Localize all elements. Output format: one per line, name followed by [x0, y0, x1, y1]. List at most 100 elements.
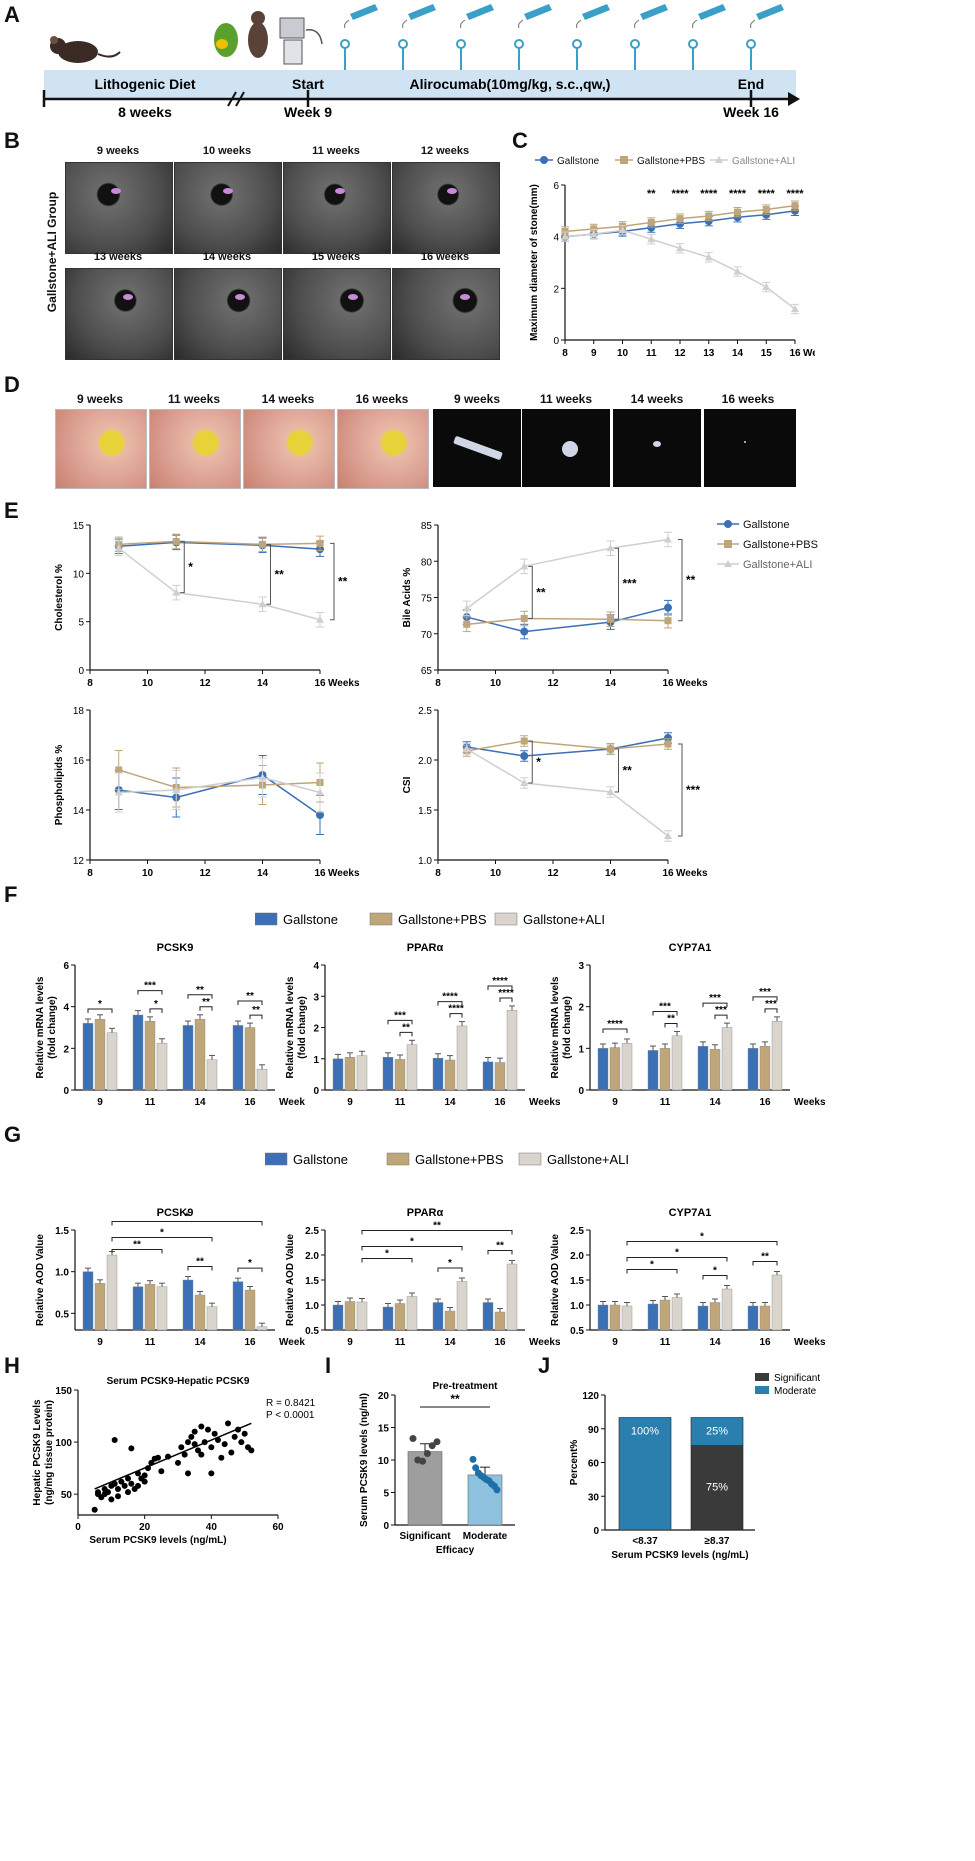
y-tick-label: 4 — [63, 1003, 69, 1014]
x-tick-label: 12 — [199, 678, 211, 689]
data-point — [231, 1433, 238, 1440]
bar — [382, 1306, 394, 1331]
significance-label: ** — [202, 997, 210, 1008]
y-tick-label: 1.0 — [55, 1268, 69, 1279]
bar — [144, 1021, 156, 1091]
bar — [432, 1302, 444, 1331]
data-point — [118, 1478, 125, 1485]
y-axis-label: Relative mRNA levels — [285, 976, 296, 1078]
legend-marker — [540, 156, 548, 164]
legend-label: Significant — [774, 1373, 820, 1384]
bar — [356, 1301, 368, 1331]
bar — [156, 1286, 168, 1331]
data-point — [228, 1449, 235, 1456]
bar — [182, 1279, 194, 1331]
series-line — [466, 538, 669, 609]
y-tick-label: 2 — [63, 1044, 69, 1055]
panel-label-b: B — [4, 128, 20, 153]
x-tick-label: 16 — [494, 1097, 506, 1108]
significance-label: * — [385, 1249, 389, 1260]
legend-label: Gallstone+PBS — [743, 539, 818, 551]
x-tick-label: 60 — [272, 1522, 284, 1533]
legend-label: Gallstone+ALI — [732, 156, 795, 167]
data-point — [676, 215, 684, 223]
chart-title: PCSK9 — [157, 942, 194, 954]
x-tick-label: 11 — [660, 1097, 671, 1108]
significance-bracket — [664, 1022, 678, 1028]
x-tick-label: 8 — [87, 868, 93, 879]
y-tick-label: 0 — [63, 1086, 69, 1097]
y-tick-label: 15 — [73, 521, 85, 532]
bar — [382, 1056, 394, 1091]
ultrasound-image — [283, 162, 391, 254]
significance-label: *** — [394, 1010, 406, 1021]
significance-bracket — [487, 1250, 513, 1255]
x-axis-label: Efficacy — [436, 1545, 475, 1556]
legend-swatch — [369, 912, 393, 926]
chart-title: CYP7A1 — [669, 1207, 712, 1219]
y-axis-label: Relative AOD Value — [550, 1234, 561, 1326]
significance-bracket — [111, 1249, 163, 1254]
panel-label-i: I — [325, 1353, 332, 1378]
data-point — [664, 603, 672, 612]
y-axis-label: Relative AOD Value — [35, 1234, 46, 1326]
data-point — [590, 225, 598, 233]
data-point — [607, 615, 614, 623]
x-tick-label: 14 — [257, 868, 269, 879]
chart-title: PCSK9 — [157, 1207, 194, 1219]
significance-label: **** — [442, 992, 458, 1003]
ultrasound-week-label: 14 weeks — [202, 251, 252, 263]
significance-label: **** — [729, 188, 747, 200]
series-line — [118, 541, 321, 550]
bar — [494, 1062, 506, 1091]
bar — [659, 1048, 671, 1091]
data-point — [115, 766, 123, 774]
legend-swatch — [755, 1373, 769, 1381]
ultrasound-image — [392, 162, 500, 254]
panel-label-g: G — [4, 1122, 22, 1147]
data-point — [419, 1457, 427, 1465]
annotation-label: P < 0.0001 — [266, 1410, 315, 1421]
y-tick-label: 2.0 — [305, 1251, 319, 1262]
data-point — [141, 1472, 148, 1479]
x-axis-label: Weeks — [328, 868, 360, 879]
ultrasound-week-label: 13 weeks — [93, 251, 143, 263]
x-tick-label: 9 — [612, 1097, 618, 1108]
y-tick-label: 0 — [553, 336, 559, 347]
significance-label: * — [448, 1258, 452, 1269]
significance-bracket — [652, 1010, 678, 1016]
data-point — [135, 1482, 141, 1489]
data-point — [172, 537, 180, 545]
y-tick-label: 0 — [383, 1521, 389, 1532]
significance-label: * — [188, 560, 193, 574]
y-axis-label: (fold change) — [562, 996, 573, 1059]
y-tick-label: 65 — [421, 666, 433, 677]
x-tick-label: 10 — [142, 678, 154, 689]
stone-marker — [110, 188, 121, 195]
data-point — [762, 206, 770, 214]
significance-bracket — [752, 996, 778, 1001]
y-tick-label: 0.5 — [305, 1326, 319, 1337]
significance-label: ** — [686, 573, 696, 587]
data-point — [791, 202, 799, 210]
serum-hepatic-scatter: Serum PCSK9-Hepatic PCSK9 50 100 150 0 20 40 60… — [32, 1376, 316, 1546]
treatment-label: Alirocumab(10mg/kg, s.c.,qw,) — [410, 76, 611, 92]
bar — [609, 1304, 621, 1331]
x-tick-label: 9 — [97, 1097, 103, 1108]
x-tick-label: Moderate — [463, 1531, 508, 1542]
bar — [232, 1025, 244, 1091]
data-point — [108, 1496, 115, 1503]
cyp7a1-aod-chart: CYP7A1 0.5 1.0 1.5 2.0 2.5 Relative AOD Value 9… — [550, 1207, 825, 1348]
stone-week-label: 9 weeks — [453, 392, 501, 406]
y-tick-label: 3 — [578, 961, 584, 972]
y-tick-label: 15 — [378, 1424, 390, 1435]
significance-bracket — [249, 1014, 263, 1020]
significance-bracket — [187, 1266, 213, 1271]
legend-marker — [715, 156, 723, 163]
y-tick-label: 70 — [421, 630, 433, 641]
y-tick-label: 14 — [73, 806, 85, 817]
stone-week-label: 14 weeks — [630, 392, 684, 406]
bar — [482, 1061, 494, 1091]
data-point — [95, 1491, 101, 1498]
